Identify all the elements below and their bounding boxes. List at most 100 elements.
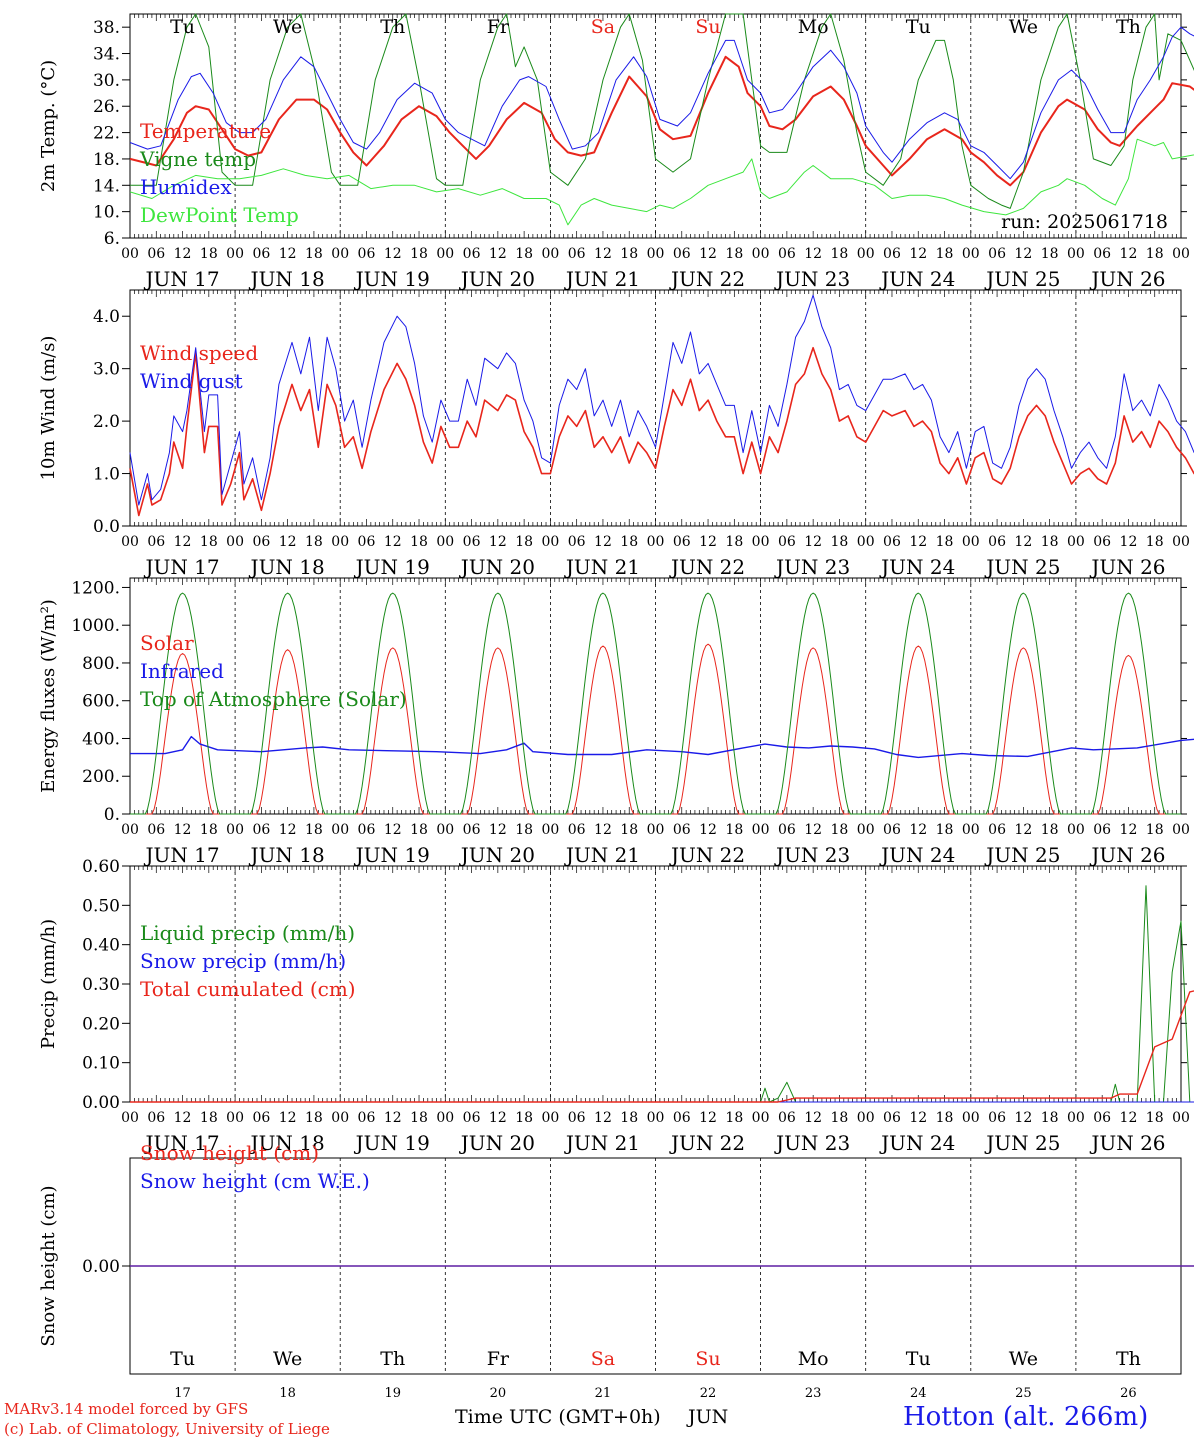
hour-label: 12 — [804, 1110, 822, 1126]
hour-label: 06 — [988, 822, 1006, 838]
weekday-label-top: We — [1009, 16, 1038, 38]
hour-label: 06 — [252, 246, 270, 262]
weekday-label-top: We — [273, 16, 302, 38]
y-tick-label: 14. — [93, 176, 120, 196]
weekday-label-top: Tu — [906, 16, 931, 38]
hour-label: 06 — [568, 246, 586, 262]
hour-label: 00 — [541, 246, 559, 262]
hour-label: 12 — [1014, 246, 1032, 262]
bottom-day-number: 25 — [1015, 1386, 1032, 1401]
hour-label: 18 — [725, 1110, 743, 1126]
series-line-top-of-atmosphere-solar- — [130, 592, 1181, 815]
legend-entry: Temperature — [140, 119, 271, 143]
hour-label: 06 — [568, 822, 586, 838]
y-tick-label: 0.20 — [82, 1014, 120, 1034]
hour-label: 18 — [831, 534, 849, 550]
hour-label: 12 — [489, 246, 507, 262]
hour-label: 00 — [436, 246, 454, 262]
hour-label: 18 — [1041, 822, 1059, 838]
hour-label: 06 — [568, 534, 586, 550]
y-tick-label: 0.60 — [82, 857, 120, 877]
hour-label: 12 — [174, 822, 192, 838]
hour-label: 06 — [1093, 822, 1111, 838]
hour-label: 00 — [436, 822, 454, 838]
hour-label: 18 — [410, 534, 428, 550]
y-tick-label: 1.0 — [93, 465, 120, 485]
legend-entry: Infrared — [140, 659, 224, 683]
hour-label: 00 — [1067, 534, 1085, 550]
hour-label: 18 — [1146, 822, 1164, 838]
y-axis-title: 2m Temp. (°C) — [38, 60, 59, 192]
hour-label: 18 — [1146, 246, 1164, 262]
hour-label: 12 — [489, 1110, 507, 1126]
day-label: JUN 26 — [1089, 1131, 1165, 1155]
hour-label: 06 — [778, 246, 796, 262]
hour-label: 12 — [909, 822, 927, 838]
weekday-label-bottom: Fr — [487, 1348, 510, 1370]
hour-label: 12 — [489, 534, 507, 550]
day-label: JUN 23 — [774, 843, 850, 867]
bottom-day-number: 19 — [384, 1386, 402, 1401]
legend-entry: Snow precip (mm/h) — [140, 949, 346, 973]
legend-entry: Humidex — [140, 175, 232, 199]
day-label: JUN 17 — [143, 843, 219, 867]
y-axis-title: Precip (mm/h) — [38, 919, 59, 1049]
hour-label: 00 — [121, 1110, 139, 1126]
hour-label: 18 — [1146, 1110, 1164, 1126]
hour-label: 00 — [857, 534, 875, 550]
hour-label: 18 — [410, 246, 428, 262]
hour-label: 18 — [515, 822, 533, 838]
y-tick-label: 0.00 — [82, 1257, 120, 1277]
month-label: JUN — [688, 1406, 729, 1428]
hour-label: 06 — [883, 246, 901, 262]
hour-label: 12 — [384, 534, 402, 550]
x-axis-label: Time UTC (GMT+0h) — [455, 1406, 661, 1428]
y-tick-label: 1200. — [71, 578, 120, 598]
hour-label: 00 — [1067, 1110, 1085, 1126]
legend-entry: Total cumulated (cm) — [140, 977, 356, 1001]
hour-label: 18 — [1146, 534, 1164, 550]
hour-label: 00 — [647, 534, 665, 550]
hour-label: 00 — [857, 246, 875, 262]
model-credit: MARv3.14 model forced by GFS — [4, 1400, 249, 1418]
hour-label: 00 — [436, 534, 454, 550]
y-tick-label: 18. — [93, 150, 120, 170]
hour-label: 12 — [384, 822, 402, 838]
day-label: JUN 23 — [774, 267, 850, 291]
hour-label: 06 — [463, 534, 481, 550]
day-label: JUN 17 — [143, 267, 219, 291]
hour-label: 00 — [226, 246, 244, 262]
bottom-day-number: 24 — [909, 1386, 927, 1401]
y-tick-label: 6. — [104, 229, 120, 249]
hour-label: 06 — [147, 1110, 165, 1126]
panel-4: Precip (mm/h) — [38, 865, 1194, 1103]
hour-label: 06 — [673, 822, 691, 838]
hour-label: 12 — [1120, 1110, 1138, 1126]
panel-2: 10m Wind (m/s) — [38, 289, 1194, 527]
series-line-temperature — [129, 55, 1194, 187]
hour-label: 00 — [121, 534, 139, 550]
hour-label: 12 — [279, 822, 297, 838]
day-label: JUN 22 — [669, 555, 745, 579]
hour-label: 18 — [200, 1110, 218, 1126]
hour-label: 18 — [200, 822, 218, 838]
day-label: JUN 25 — [984, 555, 1060, 579]
hour-label: 12 — [1120, 534, 1138, 550]
day-label: JUN 18 — [249, 555, 325, 579]
series-line-infrared — [130, 735, 1194, 759]
hour-label: 18 — [305, 246, 323, 262]
hour-label: 12 — [594, 246, 612, 262]
hour-label: 18 — [1041, 534, 1059, 550]
day-label: JUN 20 — [459, 843, 535, 867]
day-label: JUN 23 — [774, 1131, 850, 1155]
y-tick-label: 10. — [93, 203, 120, 223]
hour-label: 00 — [962, 246, 980, 262]
hour-label: 00 — [331, 822, 349, 838]
weekday-label-top: Fr — [487, 16, 510, 38]
weekday-label-bottom: We — [273, 1348, 302, 1370]
hour-label: 06 — [1093, 246, 1111, 262]
day-label: JUN 21 — [564, 843, 640, 867]
y-tick-label: 4.0 — [93, 307, 120, 327]
hour-label: 12 — [594, 1110, 612, 1126]
bottom-day-number: 26 — [1120, 1386, 1137, 1401]
